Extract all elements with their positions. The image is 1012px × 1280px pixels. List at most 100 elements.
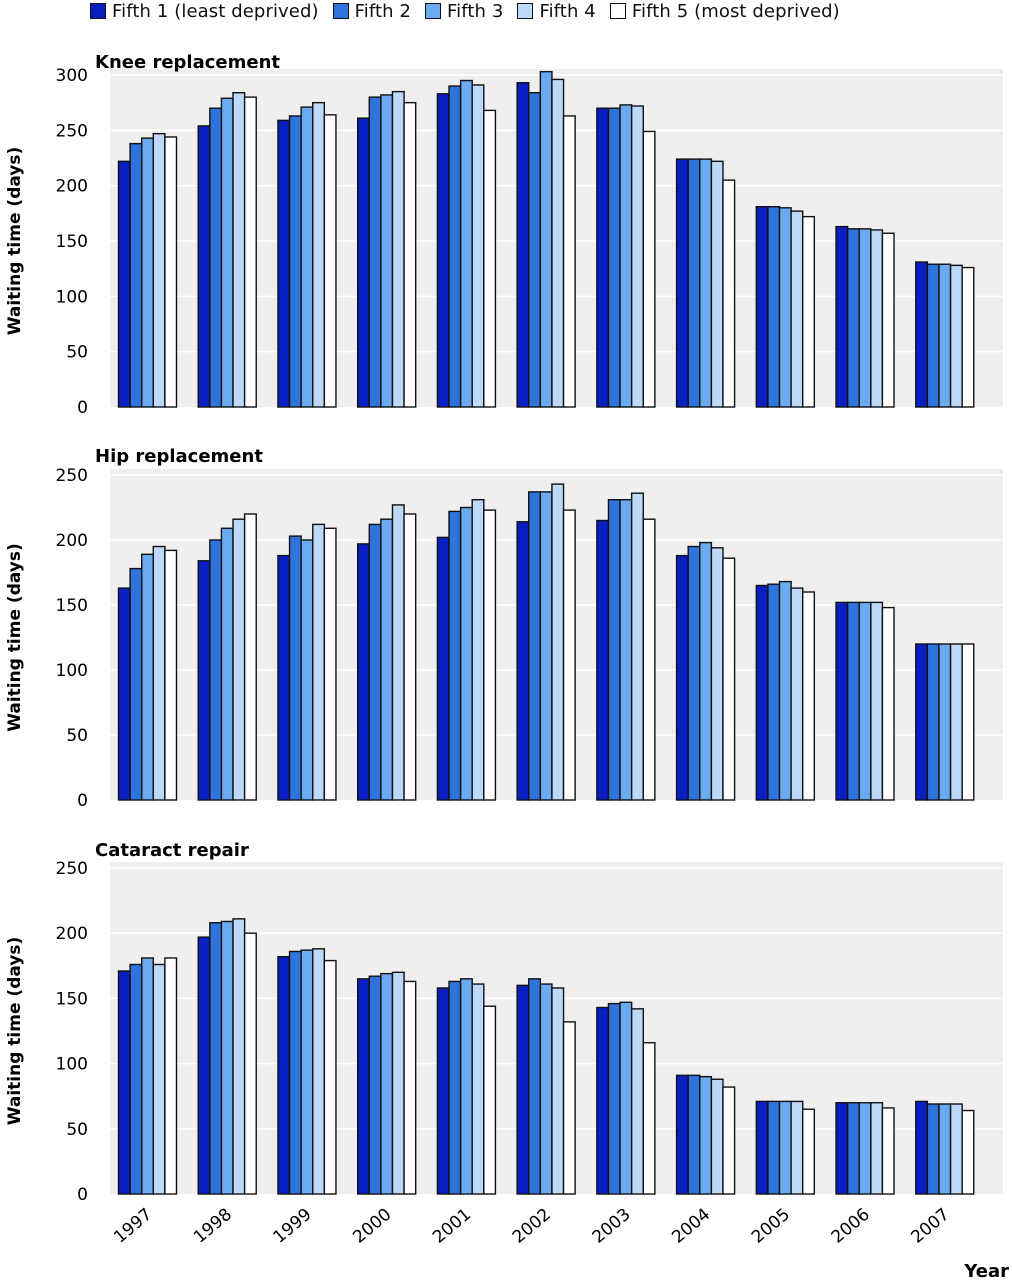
legend-swatch-fifth-1	[90, 3, 106, 19]
bar-1999-fifth-2	[288, 115, 302, 408]
bar-2004-fifth-2	[687, 158, 701, 408]
bar-2003-fifth-1	[596, 1006, 610, 1195]
bar-2006-fifth-2	[846, 601, 860, 801]
bar-2002-fifth-2	[528, 491, 542, 801]
bar-1997-fifth-1	[117, 587, 131, 801]
bar-2000-fifth-3	[380, 94, 394, 408]
y-tick-label: 300	[56, 66, 88, 86]
bar-2001-fifth-5	[483, 1005, 497, 1195]
bar-2006-fifth-1	[835, 1102, 849, 1195]
bar-2005-fifth-4	[790, 587, 804, 801]
x-tick-label: 2004	[668, 1205, 714, 1248]
bar-2000-fifth-3	[380, 518, 394, 801]
legend-swatch-fifth-3	[425, 3, 442, 19]
bar-2004-fifth-5	[722, 557, 736, 801]
bar-2002-fifth-1	[516, 82, 530, 408]
y-tick-label: 150	[56, 989, 88, 1009]
panel-cataract-repair: 0 50 100 150 200 250 Cataract repair Waiting ti…	[5, 840, 1003, 1205]
bar-2000-fifth-1	[356, 543, 370, 801]
y-tick-label: 50	[66, 726, 88, 746]
bar-2003-fifth-2	[607, 499, 621, 801]
bar-2002-fifth-3	[539, 491, 553, 801]
y-axis-label: Waiting time (days)	[5, 937, 25, 1126]
bar-2002-fifth-2	[528, 978, 542, 1195]
y-tick-label: 100	[56, 661, 88, 681]
y-axis-label: Waiting time (days)	[5, 147, 25, 336]
bar-2003-fifth-5	[642, 130, 656, 408]
bar-2001-fifth-5	[483, 509, 497, 801]
bar-1997-fifth-2	[129, 567, 143, 801]
bar-2000-fifth-2	[368, 96, 382, 408]
y-tick-label: 150	[56, 232, 88, 252]
bar-2006-fifth-5	[881, 606, 895, 801]
bar-2001-fifth-5	[483, 109, 497, 408]
y-tick-label: 100	[56, 287, 88, 307]
bar-1998-fifth-3	[220, 97, 234, 408]
bar-2001-fifth-4	[471, 499, 485, 801]
bar-2003-fifth-1	[596, 519, 610, 801]
x-tick-label: 1997	[110, 1205, 156, 1248]
panel-title: Knee replacement	[95, 52, 280, 73]
bar-2006-fifth-3	[858, 228, 872, 408]
x-tick-label: 2005	[748, 1205, 794, 1248]
bar-1999-fifth-3	[300, 539, 314, 801]
bar-2004-fifth-3	[699, 1075, 713, 1195]
bar-2000-fifth-1	[356, 117, 370, 408]
bar-1997-fifth-2	[129, 963, 143, 1195]
legend-label-fifth-3: Fifth 3	[447, 0, 504, 22]
bar-2005-fifth-1	[755, 1100, 769, 1195]
bar-2002-fifth-5	[562, 115, 576, 408]
bar-2007-fifth-5	[961, 643, 975, 801]
bar-1999-fifth-5	[323, 527, 337, 801]
legend-item-fifth-5: Fifth 5 (most deprived)	[609, 0, 840, 22]
bar-2002-fifth-4	[551, 483, 565, 801]
bar-2003-fifth-3	[619, 104, 633, 408]
bar-2005-fifth-4	[790, 1100, 804, 1195]
bar-1997-fifth-1	[117, 970, 131, 1195]
bar-2006-fifth-1	[835, 601, 849, 801]
bar-2004-fifth-3	[699, 541, 713, 801]
bar-2005-fifth-5	[802, 1108, 816, 1195]
bar-2005-fifth-3	[778, 207, 792, 408]
x-axis: 1997 1998 1999 2000 2001 2002 2003 2004 2005 2006…	[110, 1205, 1009, 1280]
y-tick-label: 250	[56, 466, 88, 486]
bar-2006-fifth-2	[846, 228, 860, 408]
y-tick-label: 200	[56, 531, 88, 551]
bar-2005-fifth-2	[767, 583, 781, 801]
legend-item-fifth-1: Fifth 1 (least deprived)	[90, 0, 319, 22]
panel-title: Hip replacement	[95, 446, 263, 467]
bar-2007-fifth-4	[949, 1103, 963, 1195]
bar-1998-fifth-2	[209, 107, 223, 408]
bar-2005-fifth-3	[778, 1100, 792, 1195]
bar-2001-fifth-4	[471, 983, 485, 1195]
bar-2002-fifth-4	[551, 78, 565, 408]
bar-1998-fifth-4	[232, 918, 246, 1195]
y-tick-label: 0	[77, 1185, 88, 1205]
x-tick-label: 2002	[509, 1205, 555, 1248]
bar-2003-fifth-4	[630, 105, 644, 408]
bar-2006-fifth-3	[858, 601, 872, 801]
bar-2004-fifth-1	[675, 554, 689, 801]
bar-1999-fifth-2	[288, 535, 302, 801]
bar-2007-fifth-4	[949, 264, 963, 408]
bar-2001-fifth-2	[448, 85, 462, 408]
legend-item-fifth-2: Fifth 2	[332, 0, 412, 22]
legend-label-fifth-2: Fifth 2	[354, 0, 412, 22]
bar-1998-fifth-5	[243, 96, 257, 408]
bar-1999-fifth-2	[288, 950, 302, 1195]
bar-1999-fifth-3	[300, 949, 314, 1195]
bar-2004-fifth-4	[710, 547, 724, 801]
bar-1998-fifth-4	[232, 518, 246, 801]
bar-1999-fifth-4	[312, 523, 326, 801]
bar-2001-fifth-2	[448, 980, 462, 1195]
bar-2007-fifth-5	[961, 1109, 975, 1195]
bar-2001-fifth-2	[448, 510, 462, 801]
x-axis-label: Year	[963, 1261, 1009, 1280]
bar-1998-fifth-3	[220, 920, 234, 1195]
bar-2002-fifth-3	[539, 70, 553, 408]
bar-2000-fifth-5	[403, 513, 417, 801]
bar-2000-fifth-4	[391, 504, 405, 801]
bar-2000-fifth-4	[391, 90, 405, 408]
